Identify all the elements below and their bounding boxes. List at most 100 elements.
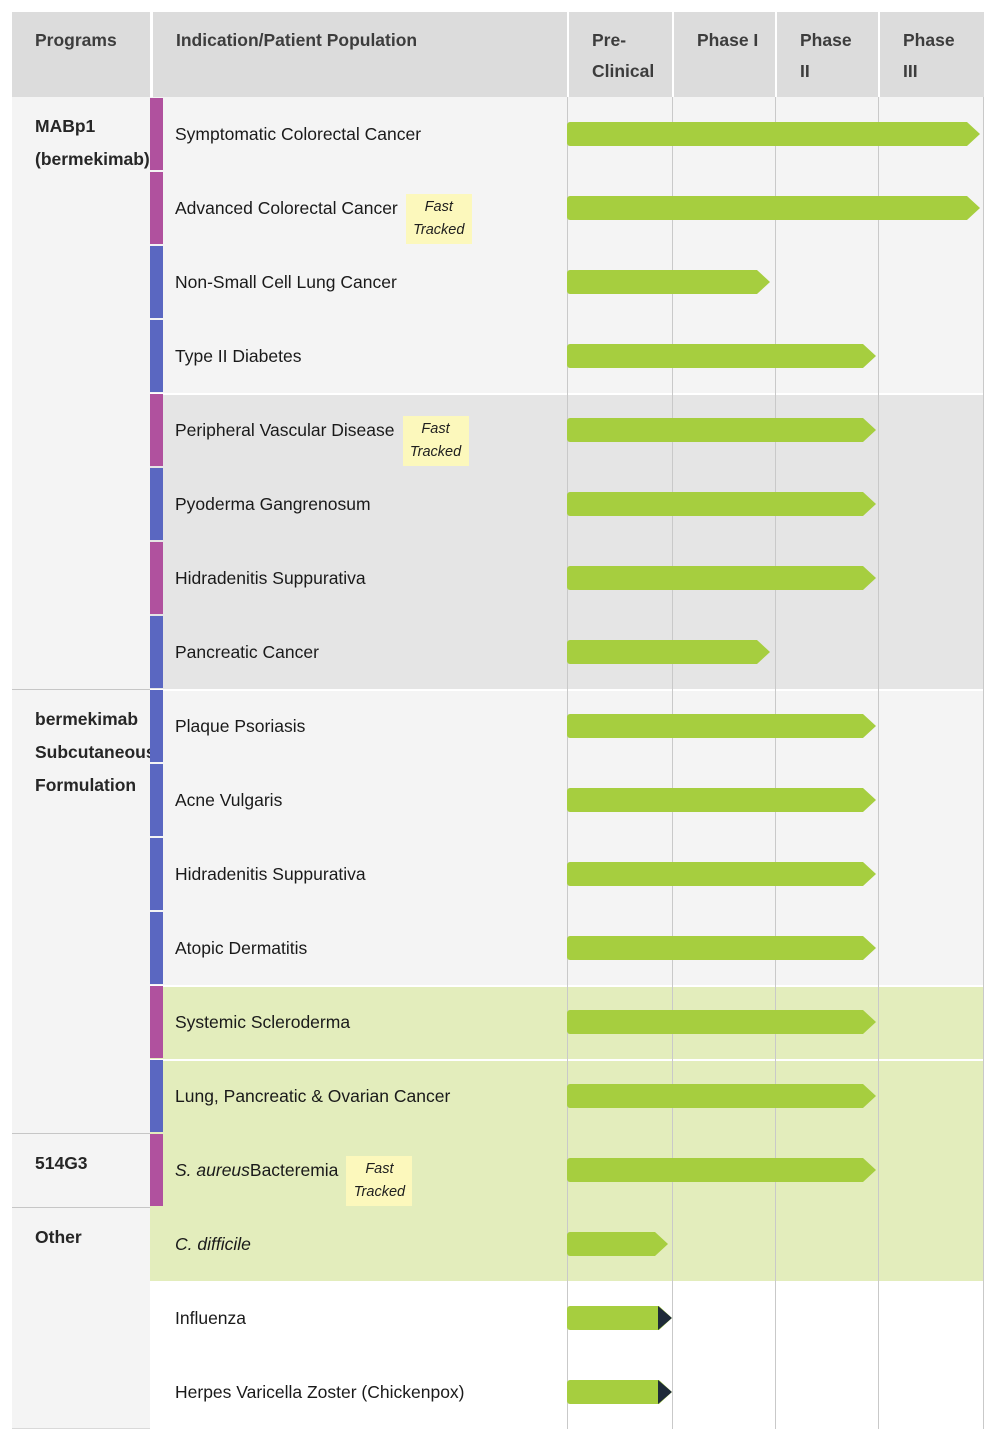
- category-color-bar: [150, 246, 163, 318]
- progress-arrow: [567, 270, 770, 294]
- pipeline-row: Lung, Pancreatic & Ovarian Cancer: [150, 1059, 984, 1133]
- category-color-bar: [150, 1060, 163, 1132]
- pipeline-row: Type II Diabetes: [150, 319, 984, 393]
- row-label-text: Hidradenitis Suppurativa: [175, 567, 366, 588]
- progress-arrow: [567, 566, 876, 590]
- category-color-bar: [150, 98, 163, 170]
- row-label-text: Symptomatic Colorectal Cancer: [175, 123, 422, 144]
- progress-arrow: [567, 1084, 876, 1108]
- pipeline-row: Systemic Scleroderma: [150, 985, 984, 1059]
- progress-arrow: [567, 1306, 672, 1330]
- row-label: Systemic Scleroderma: [175, 985, 350, 1059]
- row-label-text: Non-Small Cell Lung Cancer: [175, 271, 397, 292]
- header-phase-preclinical-label: Pre- Clinical: [592, 30, 655, 81]
- row-label: Pyoderma Gangrenosum: [175, 467, 371, 541]
- row-label-italic: C. difficile: [175, 1233, 251, 1254]
- row-label: Influenza: [175, 1281, 246, 1355]
- fast-tracked-badge: Fast Tracked: [405, 194, 472, 244]
- program-label: bermekimab Subcutaneous Formulation: [35, 709, 150, 795]
- category-color-bar: [150, 1134, 163, 1206]
- pipeline-row: Advanced Colorectal Cancer Fast Tracked: [150, 171, 984, 245]
- header-phase-3-label: Phase III: [903, 30, 955, 81]
- pipeline-row: Influenza: [150, 1281, 984, 1355]
- row-label: Type II Diabetes: [175, 319, 301, 393]
- row-label: Lung, Pancreatic & Ovarian Cancer: [175, 1059, 450, 1133]
- pipeline-row: C. difficile: [150, 1207, 984, 1281]
- progress-arrow: [567, 492, 876, 516]
- row-label-text: Influenza: [175, 1307, 247, 1328]
- header-phase-preclinical: Pre- Clinical: [567, 12, 672, 97]
- progress-arrow: [567, 1010, 876, 1034]
- dark-arrow-tip: [658, 1306, 672, 1330]
- row-label: Herpes Varicella Zoster (Chickenpox): [175, 1355, 465, 1429]
- row-label: Hidradenitis Suppurativa: [175, 837, 366, 911]
- category-color-bar: [150, 320, 163, 392]
- program-group: 514G3: [12, 1133, 150, 1207]
- phase-gridline: [878, 97, 879, 1429]
- row-label: C. difficile: [175, 1207, 251, 1281]
- progress-arrow: [567, 122, 980, 146]
- pipeline-row: Pancreatic Cancer: [150, 615, 984, 689]
- phase-gridline: [672, 97, 673, 1429]
- category-color-bar: [150, 394, 163, 466]
- phase-gridline: [567, 97, 568, 1429]
- progress-arrow: [567, 1158, 876, 1182]
- header-phase-2: Phase II: [775, 12, 878, 97]
- header-phase-3: Phase III: [878, 12, 984, 97]
- row-label: Symptomatic Colorectal Cancer: [175, 97, 421, 171]
- row-label-text: Bacteremia: [249, 1159, 339, 1180]
- category-color-bar: [150, 616, 163, 688]
- row-label-text: Advanced Colorectal Cancer: [175, 197, 398, 218]
- pipeline-body: MABp1 (bermekimab) bermekimab Subcutaneo…: [12, 97, 984, 1429]
- row-label: Hidradenitis Suppurativa: [175, 541, 366, 615]
- row-label-text: Herpes Varicella Zoster (Chickenpox): [175, 1381, 465, 1402]
- category-color-bar: [150, 690, 163, 762]
- pipeline-row: Herpes Varicella Zoster (Chickenpox): [150, 1355, 984, 1429]
- pipeline-row: Non-Small Cell Lung Cancer: [150, 245, 984, 319]
- program-label: MABp1 (bermekimab): [35, 116, 150, 169]
- category-color-bar: [150, 542, 163, 614]
- category-color-bar: [150, 468, 163, 540]
- pipeline-row: Atopic Dermatitis: [150, 911, 984, 985]
- row-label-text: Systemic Scleroderma: [175, 1011, 351, 1032]
- program-group: MABp1 (bermekimab): [12, 97, 150, 689]
- row-label-text: Peripheral Vascular Disease: [175, 419, 395, 440]
- row-label: Plaque Psoriasis: [175, 689, 305, 763]
- pipeline-row: Peripheral Vascular Disease Fast Tracked: [150, 393, 984, 467]
- row-label: Peripheral Vascular Disease Fast Tracked: [175, 393, 469, 467]
- header-programs-label: Programs: [35, 30, 117, 50]
- progress-arrow: [567, 1232, 668, 1256]
- category-color-bar: [150, 172, 163, 244]
- fast-tracked-badge: Fast Tracked: [402, 416, 469, 466]
- program-group: Other: [12, 1207, 150, 1429]
- row-label: Acne Vulgaris: [175, 763, 282, 837]
- program-label: Other: [35, 1227, 82, 1247]
- progress-arrow: [567, 344, 876, 368]
- fast-tracked-badge: Fast Tracked: [346, 1156, 413, 1206]
- progress-arrow: [567, 788, 876, 812]
- row-label-text: Pyoderma Gangrenosum: [175, 493, 371, 514]
- header-phase-2-label: Phase II: [800, 30, 852, 81]
- pipeline-row: S. aureus Bacteremia Fast Tracked: [150, 1133, 984, 1207]
- pipeline-chart: Programs Indication/Patient Population P…: [12, 12, 984, 1429]
- progress-arrow: [567, 936, 876, 960]
- progress-arrow: [567, 1380, 672, 1404]
- header-programs: Programs: [12, 12, 150, 97]
- row-label: Advanced Colorectal Cancer Fast Tracked: [175, 171, 472, 245]
- row-label-text: Plaque Psoriasis: [175, 715, 306, 736]
- category-color-bar: [150, 838, 163, 910]
- programs-column: MABp1 (bermekimab) bermekimab Subcutaneo…: [12, 97, 150, 1429]
- category-color-bar: [150, 986, 163, 1058]
- row-label-text: Type II Diabetes: [175, 345, 302, 366]
- row-label: S. aureus Bacteremia Fast Tracked: [175, 1133, 413, 1207]
- dark-arrow-tip: [658, 1380, 672, 1404]
- progress-arrow: [567, 714, 876, 738]
- row-label-text: Hidradenitis Suppurativa: [175, 863, 366, 884]
- rows-area: Symptomatic Colorectal Cancer Advanced C…: [150, 97, 984, 1429]
- row-label-italic: S. aureus: [175, 1159, 250, 1180]
- row-label-text: Lung, Pancreatic & Ovarian Cancer: [175, 1085, 451, 1106]
- header-phase-1: Phase I: [672, 12, 775, 97]
- phase-gridline: [775, 97, 776, 1429]
- row-label: Atopic Dermatitis: [175, 911, 307, 985]
- progress-arrow: [567, 640, 770, 664]
